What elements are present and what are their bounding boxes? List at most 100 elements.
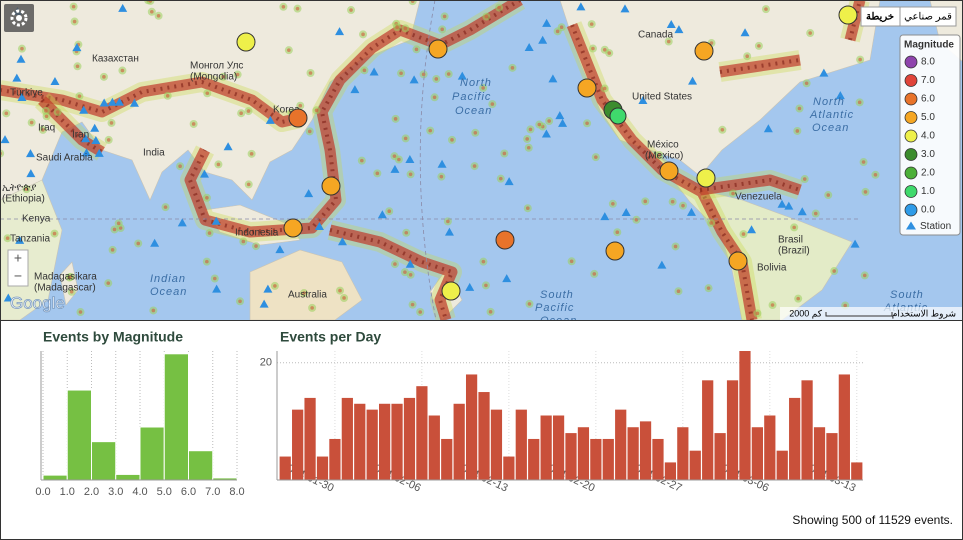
heat-spot: [0, 149, 5, 158]
heat-spot-core: [393, 262, 397, 266]
satellite-button[interactable]: [899, 6, 957, 27]
quake[interactable]: [321, 176, 341, 196]
heat-spot-core: [434, 77, 439, 81]
station: [835, 91, 845, 100]
x-tick-label: 4.0: [132, 486, 147, 498]
bar: [366, 409, 378, 480]
map-label: Korea: [273, 105, 300, 116]
settings-button[interactable]: [4, 4, 34, 32]
map-type-control[interactable]: خريطة قمر صناعي: [860, 6, 957, 27]
station: [81, 148, 91, 157]
quake[interactable]: [495, 230, 515, 250]
map-labels: Казахстан Монгол Улс (Mongolia) Türkiye …: [2, 30, 927, 320]
station: [674, 25, 684, 34]
ocean-label: Indian: [150, 273, 186, 285]
quake[interactable]: [605, 241, 625, 261]
heat-spot-core: [397, 157, 401, 162]
heat-spot-core: [706, 286, 711, 290]
heat-spot-core: [585, 121, 589, 126]
zoom-control[interactable]: + −: [7, 249, 29, 287]
chart-title: Events by Magnitude: [43, 329, 183, 345]
station: [688, 76, 698, 85]
heat-spot-core: [150, 9, 154, 14]
heat-spot-core: [555, 29, 560, 34]
station: [444, 227, 454, 236]
legend-title: Magnitude: [904, 40, 954, 51]
quake[interactable]: [283, 218, 303, 238]
heat-spot-core: [666, 39, 671, 44]
map-label: Indonesia: [235, 228, 279, 239]
heat-spot-core: [755, 311, 760, 316]
bar: [627, 427, 639, 480]
heat-spot-core: [338, 288, 342, 293]
zoom-out[interactable]: −: [14, 268, 22, 284]
station: [600, 212, 610, 221]
quake[interactable]: [288, 108, 308, 128]
heat-spot-core: [77, 94, 82, 98]
station: [784, 201, 794, 210]
map[interactable]: Казахстан Монгол Улс (Mongolia) Türkiye …: [0, 0, 963, 327]
legend-label: 1.0: [921, 186, 935, 197]
heat-spot-core: [221, 74, 225, 79]
legend-label: 5.0: [921, 112, 935, 123]
heat-spot-core: [418, 310, 423, 314]
bar: [764, 415, 776, 480]
heat-spot-core: [205, 259, 209, 264]
ocean-label: Atlantic: [809, 109, 854, 121]
heat-spot-core: [602, 47, 607, 52]
histogram-bar: [139, 426, 165, 481]
map-label: México: [647, 140, 679, 151]
heat-spot-core: [770, 303, 775, 307]
station: [350, 85, 360, 94]
heat-spot-core: [399, 71, 403, 76]
quake[interactable]: [441, 281, 461, 301]
zoom-in[interactable]: +: [14, 250, 22, 266]
bar: [664, 462, 677, 480]
heat-spot-core: [362, 68, 367, 73]
ocean-label: Ocean: [150, 286, 187, 298]
legend-label: 8.0: [921, 57, 935, 68]
quake[interactable]: [577, 78, 597, 98]
x-tick-label: 2.0: [84, 486, 99, 498]
heat-spot-core: [44, 109, 48, 113]
quake[interactable]: [609, 107, 627, 125]
heat-spot-core: [112, 227, 117, 232]
heat-spot-core: [527, 302, 532, 306]
map-label: Монгол Улс: [190, 61, 243, 72]
quake[interactable]: [728, 251, 748, 271]
heat-spot-core: [41, 128, 45, 132]
heat-spot-core: [592, 272, 597, 276]
map-label: (Ethiopia): [2, 194, 45, 205]
heat-spot-core: [792, 225, 796, 230]
quake[interactable]: [694, 41, 714, 61]
heat-spot-core: [408, 272, 413, 277]
heat-spot-core: [873, 173, 878, 177]
quake[interactable]: [659, 161, 679, 181]
legend-swatch: [904, 166, 918, 180]
heat-spot-core: [71, 4, 76, 9]
quake[interactable]: [236, 32, 256, 52]
station: [91, 136, 101, 145]
google-logo[interactable]: Google: [10, 293, 66, 313]
heat-spot-core: [342, 296, 346, 300]
heat-spot-core: [440, 27, 444, 32]
map-label: (Brazil): [778, 246, 810, 257]
quake[interactable]: [838, 5, 858, 25]
legend-swatch: [904, 55, 918, 69]
station: [555, 111, 565, 120]
heat-spot-core: [526, 145, 531, 150]
quake[interactable]: [696, 168, 716, 188]
terms-link[interactable]: شروط الاستخدام: [892, 308, 956, 319]
bar: [379, 403, 391, 480]
quake[interactable]: [428, 39, 448, 59]
station: [72, 43, 82, 52]
heat-spot-core: [670, 199, 675, 204]
heat-spot-core: [497, 5, 501, 10]
heat-spot-core: [403, 136, 408, 141]
heat-spot-core: [239, 111, 243, 116]
station: [621, 208, 631, 217]
station: [314, 221, 324, 230]
heat-spot-core: [826, 193, 831, 197]
heat-spot-core: [375, 171, 380, 176]
heat-spot-core: [858, 57, 862, 62]
